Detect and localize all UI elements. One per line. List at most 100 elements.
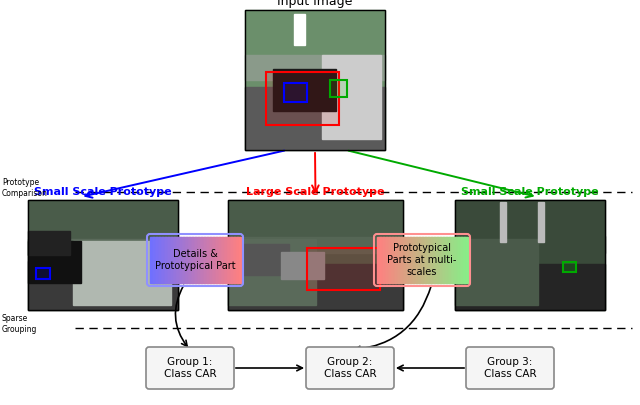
Bar — [407, 237, 409, 283]
Bar — [236, 237, 237, 283]
Bar — [322, 55, 381, 139]
Bar — [386, 237, 388, 283]
Bar — [28, 231, 70, 255]
Bar — [156, 237, 158, 283]
Bar — [165, 237, 167, 283]
Bar — [390, 237, 392, 283]
Bar — [228, 200, 403, 310]
Bar — [166, 237, 168, 283]
Bar — [28, 241, 81, 283]
Bar — [397, 237, 399, 283]
Bar — [398, 237, 400, 283]
Bar — [455, 264, 605, 310]
Bar — [231, 237, 233, 283]
Bar — [401, 237, 403, 283]
Bar — [182, 237, 184, 283]
Bar — [200, 237, 202, 283]
Bar — [239, 237, 241, 283]
Bar — [159, 237, 161, 283]
Bar — [188, 237, 189, 283]
Bar — [198, 237, 200, 283]
Bar — [157, 237, 159, 283]
Bar — [245, 55, 385, 80]
Text: Group 3:
Class CAR: Group 3: Class CAR — [484, 357, 536, 379]
Bar — [446, 237, 448, 283]
Text: Small Scale Prototype: Small Scale Prototype — [461, 187, 599, 197]
Bar — [413, 237, 415, 283]
Bar — [213, 237, 215, 283]
Bar — [205, 237, 207, 283]
Bar — [387, 237, 390, 283]
Bar — [171, 237, 173, 283]
Bar — [392, 237, 394, 283]
Bar — [228, 237, 403, 253]
Bar — [163, 237, 166, 283]
Bar — [266, 72, 339, 125]
Bar — [174, 237, 176, 283]
Bar — [216, 237, 218, 283]
Bar — [330, 80, 347, 97]
Bar — [223, 237, 225, 283]
Bar — [228, 239, 316, 305]
FancyBboxPatch shape — [466, 347, 554, 389]
Bar — [443, 237, 445, 283]
Bar — [28, 200, 178, 310]
Bar — [403, 237, 404, 283]
Bar — [416, 237, 418, 283]
Bar — [456, 237, 458, 283]
Bar — [193, 237, 195, 283]
Bar — [451, 237, 452, 283]
Bar — [28, 239, 178, 255]
Text: Large Scale Prototype: Large Scale Prototype — [246, 187, 385, 197]
Bar — [207, 237, 209, 283]
Bar — [538, 202, 543, 242]
Bar — [461, 237, 463, 283]
Bar — [211, 237, 214, 283]
Text: Prototype
Comparison: Prototype Comparison — [2, 178, 48, 198]
Bar — [186, 237, 188, 283]
Bar — [437, 237, 439, 283]
Bar — [28, 200, 178, 310]
Bar — [428, 237, 430, 283]
Bar — [415, 237, 417, 283]
Bar — [234, 237, 236, 283]
Bar — [191, 237, 193, 283]
Bar — [232, 237, 234, 283]
Bar — [455, 236, 605, 253]
Bar — [383, 237, 385, 283]
Bar — [404, 237, 406, 283]
Bar — [455, 239, 538, 305]
Bar — [177, 237, 179, 283]
Bar — [180, 237, 182, 283]
Bar — [440, 237, 442, 283]
Bar — [429, 237, 431, 283]
Bar — [377, 237, 379, 283]
Bar — [209, 237, 211, 283]
Text: Input Image: Input Image — [277, 0, 353, 8]
Bar — [154, 237, 157, 283]
Bar — [173, 237, 175, 283]
Bar — [500, 202, 506, 242]
Bar — [228, 200, 403, 310]
Bar — [228, 237, 230, 283]
Bar — [385, 237, 387, 283]
Bar — [210, 237, 212, 283]
Bar — [170, 237, 172, 283]
Bar — [222, 237, 224, 283]
Bar — [218, 237, 220, 283]
Text: Sparse
Grouping: Sparse Grouping — [2, 313, 37, 335]
Bar — [419, 237, 421, 283]
Bar — [161, 237, 163, 283]
Bar — [28, 260, 178, 310]
Bar — [175, 237, 177, 283]
Bar — [189, 237, 191, 283]
Bar — [412, 237, 413, 283]
Bar — [454, 237, 456, 283]
Text: Details &
Prototypical Part: Details & Prototypical Part — [155, 249, 236, 271]
Bar — [273, 69, 336, 111]
Bar — [420, 237, 422, 283]
Bar — [204, 237, 206, 283]
Bar — [426, 237, 429, 283]
Bar — [36, 268, 50, 279]
Bar — [162, 237, 164, 283]
